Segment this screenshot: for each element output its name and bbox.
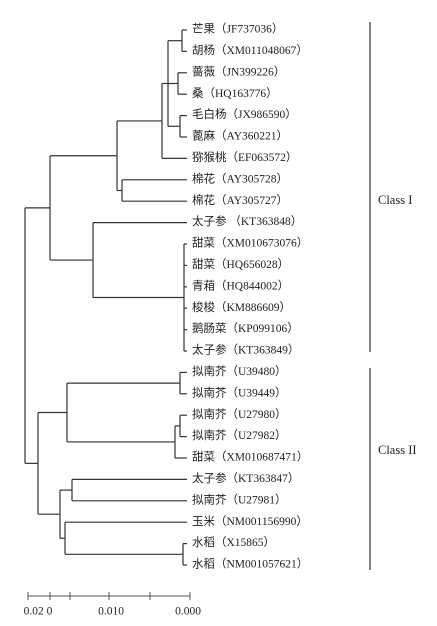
leaf-label: 拟南芥（U39480）: [192, 364, 287, 378]
leaf-label: 芒果（JF737036）: [192, 23, 283, 36]
leaf-label: 甜菜（XM010673076）: [192, 237, 308, 250]
leaf-label: 甜菜（XM010687471）: [192, 451, 308, 464]
leaf-label: 水稻（NM001057621）: [192, 558, 308, 571]
leaf-label: 玉米（NM001156990）: [192, 515, 308, 528]
leaf-label: 青葙（HQ844002）: [192, 279, 289, 292]
scale-bar: 0.02 0 0.010 0.000: [24, 592, 201, 618]
leaf-label: 拟南芥（U27980）: [192, 407, 287, 421]
leaf-label: 水稻（X15865）: [192, 536, 275, 549]
leaf-label: 甜菜（HQ656028）: [192, 258, 289, 271]
leaf-label: 拟南芥（U39449）: [192, 385, 287, 399]
leaf-label: 桑（HQ163776）: [192, 87, 278, 100]
leaf-label: 胡杨（XM011048067）: [192, 43, 308, 57]
leaf-label: 猕猴桃（EF063572）: [192, 150, 297, 164]
scale-label: 0.02 0: [24, 606, 53, 618]
leaf-label: 鹅肠菜（KP099106）: [192, 321, 299, 335]
leaf-label: 太子参（KT363847）: [192, 471, 299, 485]
branches: [24, 22, 371, 570]
leaf-label: 蓖麻（AY360221）: [192, 129, 288, 143]
leaf-label: 拟南芥（U27981）: [192, 492, 287, 506]
leaf-label: 棉花（AY305728）: [192, 171, 288, 185]
scale-label: 0.000: [175, 606, 201, 618]
class-label: Class II: [378, 443, 417, 457]
leaf-label: 棉花（AY305727）: [192, 193, 288, 207]
class-label: Class I: [378, 193, 412, 207]
leaf-label: 梭梭（KM886609）: [192, 300, 291, 314]
leaf-label: 太子参（KT363849）: [192, 343, 299, 357]
leaf-label: 毛白杨（JX986590）: [192, 107, 297, 121]
leaf-label: 蔷薇（JN399226）: [192, 65, 285, 78]
scale-label: 0.010: [98, 606, 124, 618]
leaf-label: 太子参 （KT363848）: [192, 214, 302, 228]
leaf-label: 拟南芥（U27982）: [192, 428, 287, 442]
